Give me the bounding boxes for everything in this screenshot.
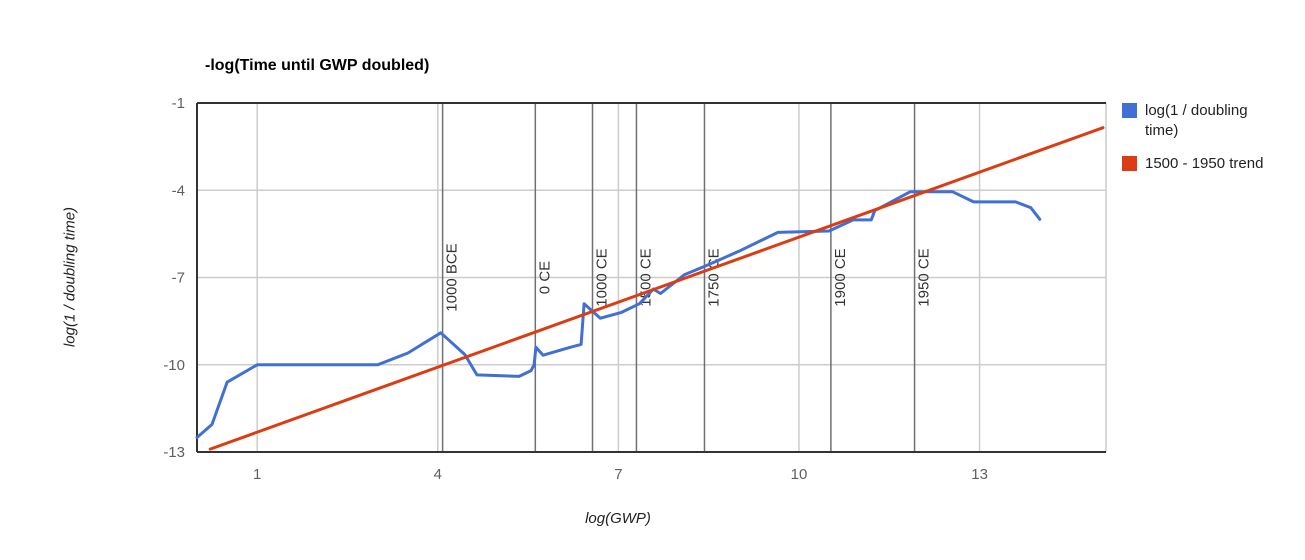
legend-item-doubling-time: log(1 / doubling time)	[1122, 101, 1277, 141]
y-tick-label: -4	[172, 182, 185, 199]
legend-label: 1500 - 1950 trend	[1145, 155, 1264, 172]
series-color-swatch-icon	[1122, 103, 1137, 118]
year-marker-label: 1950 CE	[916, 248, 933, 306]
y-tick-label: -10	[163, 357, 185, 374]
series-color-swatch-icon	[1122, 156, 1137, 171]
y-tick-label: -7	[172, 270, 185, 287]
year-marker-label: 0 CE	[536, 261, 553, 294]
y-tick-label: -13	[163, 444, 185, 461]
x-tick-label: 7	[614, 466, 622, 483]
series-line-1	[208, 126, 1105, 451]
chart-title: -log(Time until GWP doubled)	[205, 57, 430, 74]
x-axis-label: log(GWP)	[585, 510, 651, 527]
year-marker-label: 1000 CE	[594, 248, 611, 306]
x-tick-label: 13	[971, 466, 988, 483]
legend-item-trend: 1500 - 1950 trend	[1122, 154, 1277, 174]
chart-legend: log(1 / doubling time) 1500 - 1950 trend	[1122, 101, 1277, 174]
x-tick-label: 1	[253, 466, 261, 483]
legend-label: log(1 / doubling time)	[1145, 102, 1248, 139]
x-tick-label: 10	[791, 466, 808, 483]
year-marker-label: 1900 CE	[832, 248, 849, 306]
year-marker-label: 1750 CE	[705, 248, 722, 306]
x-tick-label: 4	[434, 466, 442, 483]
year-marker-label: 1000 BCE	[444, 243, 461, 311]
y-tick-label: -1	[172, 95, 185, 112]
